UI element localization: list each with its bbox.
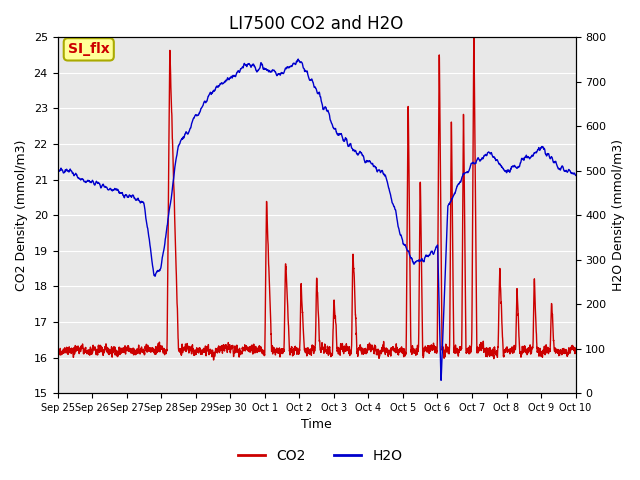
X-axis label: Time: Time xyxy=(301,419,332,432)
Y-axis label: CO2 Density (mmol/m3): CO2 Density (mmol/m3) xyxy=(15,140,28,291)
Title: LI7500 CO2 and H2O: LI7500 CO2 and H2O xyxy=(229,15,404,33)
Legend: CO2, H2O: CO2, H2O xyxy=(232,443,408,468)
Y-axis label: H2O Density (mmol/m3): H2O Density (mmol/m3) xyxy=(612,139,625,291)
Text: SI_flx: SI_flx xyxy=(68,42,109,56)
